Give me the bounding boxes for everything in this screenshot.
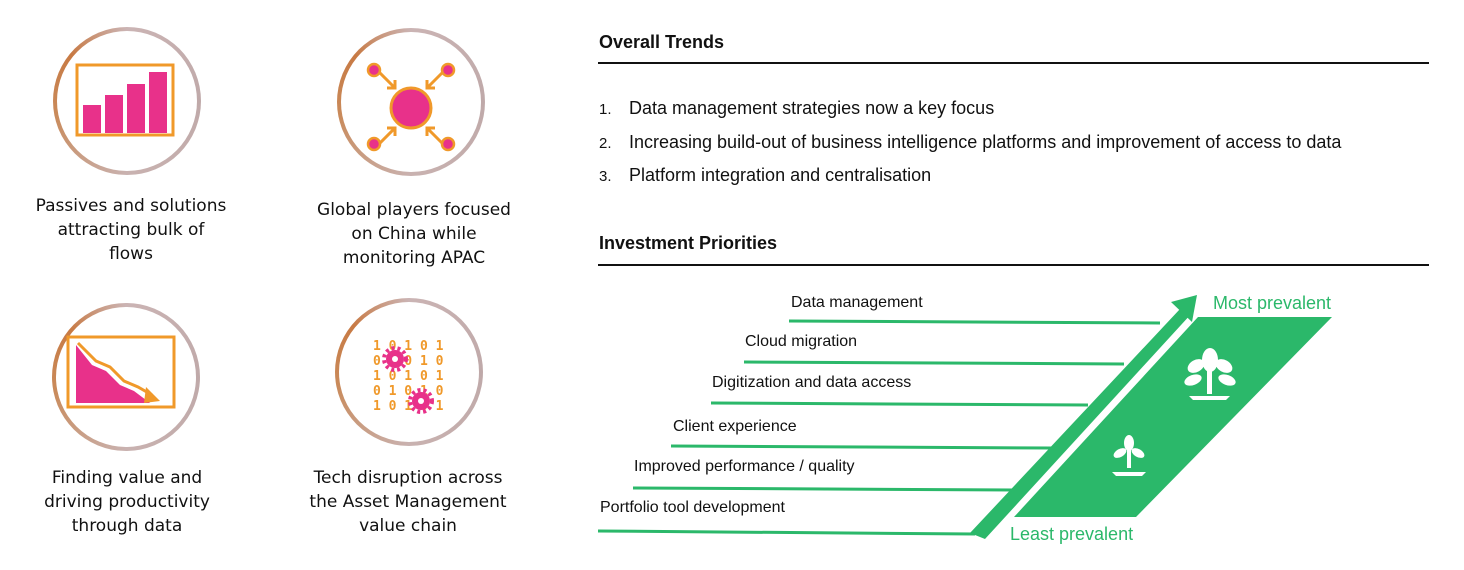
bar-chart-rising-icon [75,63,175,137]
svg-text:1 0 1 0 1: 1 0 1 0 1 [373,339,444,354]
investment-priorities-divider [598,264,1429,266]
trend-item: 3. Platform integration and centralisatio… [599,165,931,186]
priority-label: Portfolio tool development [600,499,785,516]
prevalence-arrow [970,309,1192,539]
trend-text: Increasing build-out of business intelli… [629,132,1342,152]
priority-line [597,529,976,536]
trend-item: 2. Increasing build-out of business intel… [599,132,1341,153]
priority-line [670,444,1052,450]
svg-text:1 0 1 0 1: 1 0 1 0 1 [373,369,444,384]
svg-text:0 1 0 1 0: 0 1 0 1 0 [373,384,444,399]
overall-trends-title: Overall Trends [599,32,725,52]
sprout-icon [1112,435,1146,476]
priority-label: Data management [791,294,923,311]
tile-caption: Global players focused on China while mo… [317,200,511,268]
icon-ring [337,28,485,176]
tile-caption: Passives and solutions attracting bulk o… [35,196,227,264]
hub-network-icon [366,62,456,152]
overall-trends-divider [598,62,1429,64]
priority-label: Client experience [673,418,797,435]
trend-number: 1. [599,101,612,118]
icon-ring [53,27,201,175]
trend-text: Platform integration and centralisation [629,165,932,185]
priority-line [632,486,1014,492]
priority-label: Digitization and data access [712,374,912,391]
trend-text: Data management strategies now a key foc… [629,98,995,118]
priority-label: Improved performance / quality [634,458,855,475]
prevalence-arrow-head [1171,295,1197,322]
least-prevalent-label: Least prevalent [1010,524,1134,544]
most-prevalent-label: Most prevalent [1213,293,1332,313]
priority-label: Cloud migration [745,333,858,350]
binary-gears-icon: 1 0 1 0 1 0 1 0 1 0 1 0 1 0 1 0 1 0 1 0 … [373,339,444,414]
trend-item: 1. Data management strategies now a key f… [599,98,994,119]
icon-ring: 1 0 1 0 1 0 1 0 1 0 1 0 1 0 1 0 1 0 1 0 … [335,298,483,446]
trend-number: 3. [599,168,612,185]
icon-ring [52,303,200,451]
tile-caption: Tech disruption across the Asset Managem… [309,468,507,536]
priority-line [788,319,1161,325]
priority-line [743,360,1125,366]
priority-line [710,401,1089,407]
tree-icon [1184,348,1236,400]
tile-caption: Finding value and driving productivity t… [44,468,210,536]
declining-chart-icon [66,335,176,409]
trend-number: 2. [599,135,612,152]
investment-priorities-title: Investment Priorities [599,233,778,253]
prevalence-band [1014,317,1332,517]
